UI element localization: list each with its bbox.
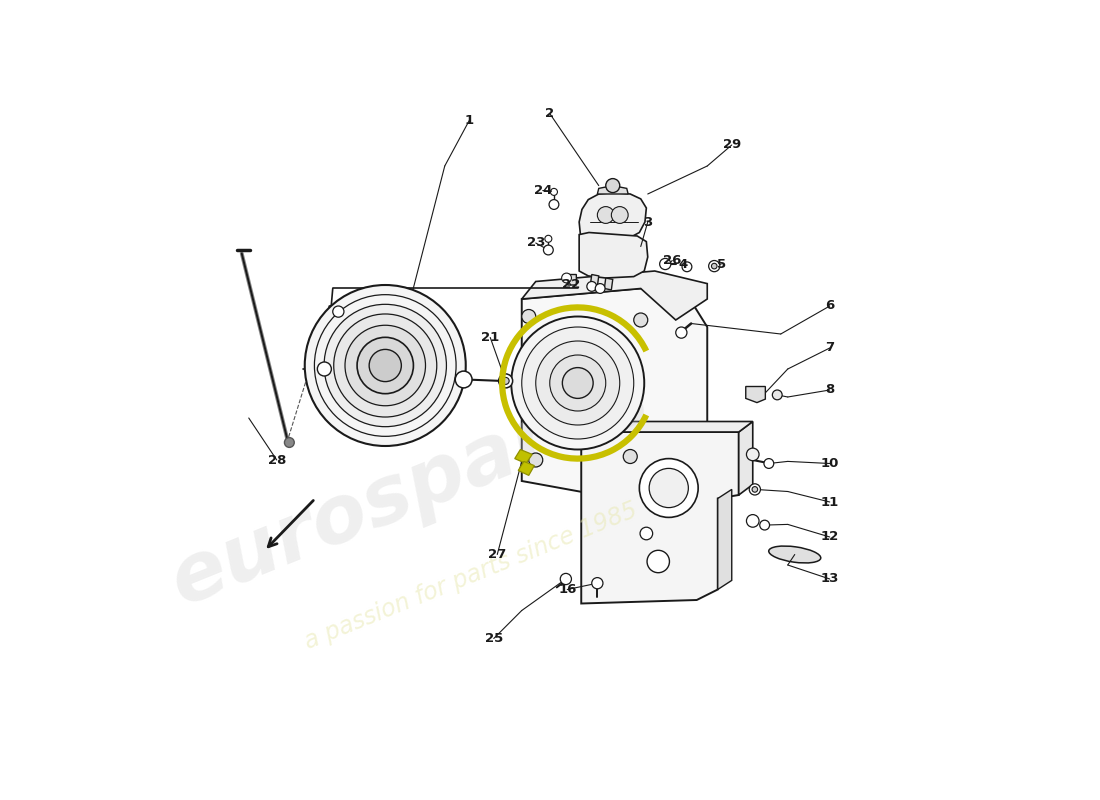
Circle shape: [639, 458, 698, 518]
Circle shape: [592, 578, 603, 589]
Polygon shape: [579, 193, 647, 239]
Text: 23: 23: [527, 237, 544, 250]
Circle shape: [550, 188, 558, 195]
Circle shape: [544, 235, 552, 242]
Circle shape: [682, 262, 692, 272]
Circle shape: [675, 327, 686, 338]
Polygon shape: [581, 432, 739, 603]
Circle shape: [370, 350, 402, 382]
Text: eurospares: eurospares: [160, 358, 660, 622]
Circle shape: [634, 313, 648, 327]
Polygon shape: [739, 422, 752, 495]
Circle shape: [358, 338, 414, 394]
Polygon shape: [521, 271, 707, 320]
Circle shape: [712, 263, 717, 269]
Circle shape: [595, 283, 605, 294]
Circle shape: [315, 294, 456, 436]
Text: 6: 6: [825, 299, 835, 313]
Circle shape: [549, 200, 559, 210]
Polygon shape: [521, 289, 707, 495]
Circle shape: [597, 206, 614, 223]
Circle shape: [324, 304, 447, 426]
Circle shape: [317, 362, 331, 376]
Text: 8: 8: [825, 383, 835, 397]
Circle shape: [521, 310, 536, 323]
Circle shape: [562, 367, 593, 398]
Circle shape: [512, 317, 645, 450]
Circle shape: [586, 282, 596, 291]
Circle shape: [612, 206, 628, 223]
Polygon shape: [328, 302, 350, 318]
Polygon shape: [591, 274, 598, 286]
Circle shape: [747, 514, 759, 527]
Circle shape: [536, 341, 619, 425]
Circle shape: [560, 574, 572, 585]
Polygon shape: [746, 386, 766, 402]
Circle shape: [708, 261, 719, 272]
Circle shape: [660, 258, 671, 270]
Polygon shape: [515, 450, 532, 463]
Polygon shape: [717, 490, 732, 590]
Circle shape: [624, 450, 637, 463]
Circle shape: [521, 327, 634, 439]
Circle shape: [749, 484, 760, 495]
Text: 21: 21: [481, 331, 499, 344]
Text: a passion for parts since 1985: a passion for parts since 1985: [301, 498, 641, 654]
Circle shape: [285, 438, 294, 447]
Circle shape: [562, 273, 572, 283]
Text: 2: 2: [546, 107, 554, 120]
Text: 29: 29: [723, 138, 741, 151]
Polygon shape: [579, 233, 648, 278]
Polygon shape: [518, 462, 535, 475]
Circle shape: [747, 448, 759, 461]
Circle shape: [606, 178, 619, 193]
Text: 3: 3: [644, 215, 652, 229]
Text: 12: 12: [821, 530, 839, 543]
Circle shape: [649, 468, 689, 508]
Text: 28: 28: [267, 454, 286, 466]
Text: 11: 11: [821, 495, 839, 509]
Circle shape: [550, 355, 606, 411]
Text: 7: 7: [825, 342, 834, 354]
Text: 5: 5: [717, 258, 726, 270]
Polygon shape: [597, 186, 628, 194]
Circle shape: [763, 458, 773, 468]
Circle shape: [498, 374, 513, 388]
Text: 4: 4: [678, 258, 688, 270]
Text: 27: 27: [488, 548, 506, 561]
Circle shape: [502, 378, 509, 384]
Text: 25: 25: [485, 632, 503, 645]
Text: 16: 16: [558, 583, 576, 596]
Circle shape: [345, 326, 426, 406]
Circle shape: [332, 306, 344, 318]
Circle shape: [529, 453, 542, 467]
Circle shape: [305, 285, 465, 446]
Polygon shape: [565, 274, 576, 285]
Circle shape: [772, 390, 782, 400]
Circle shape: [752, 486, 758, 492]
Text: 10: 10: [821, 457, 839, 470]
Ellipse shape: [769, 546, 821, 563]
Text: 13: 13: [821, 573, 839, 586]
Circle shape: [333, 314, 437, 417]
Text: 1: 1: [464, 114, 474, 127]
Polygon shape: [604, 278, 613, 290]
Circle shape: [647, 550, 670, 573]
Circle shape: [760, 520, 770, 530]
Circle shape: [543, 245, 553, 255]
Text: 22: 22: [562, 278, 580, 291]
Polygon shape: [613, 422, 752, 432]
Text: 26: 26: [663, 254, 681, 267]
Text: 24: 24: [534, 184, 552, 197]
Circle shape: [455, 371, 472, 388]
Circle shape: [640, 527, 652, 540]
